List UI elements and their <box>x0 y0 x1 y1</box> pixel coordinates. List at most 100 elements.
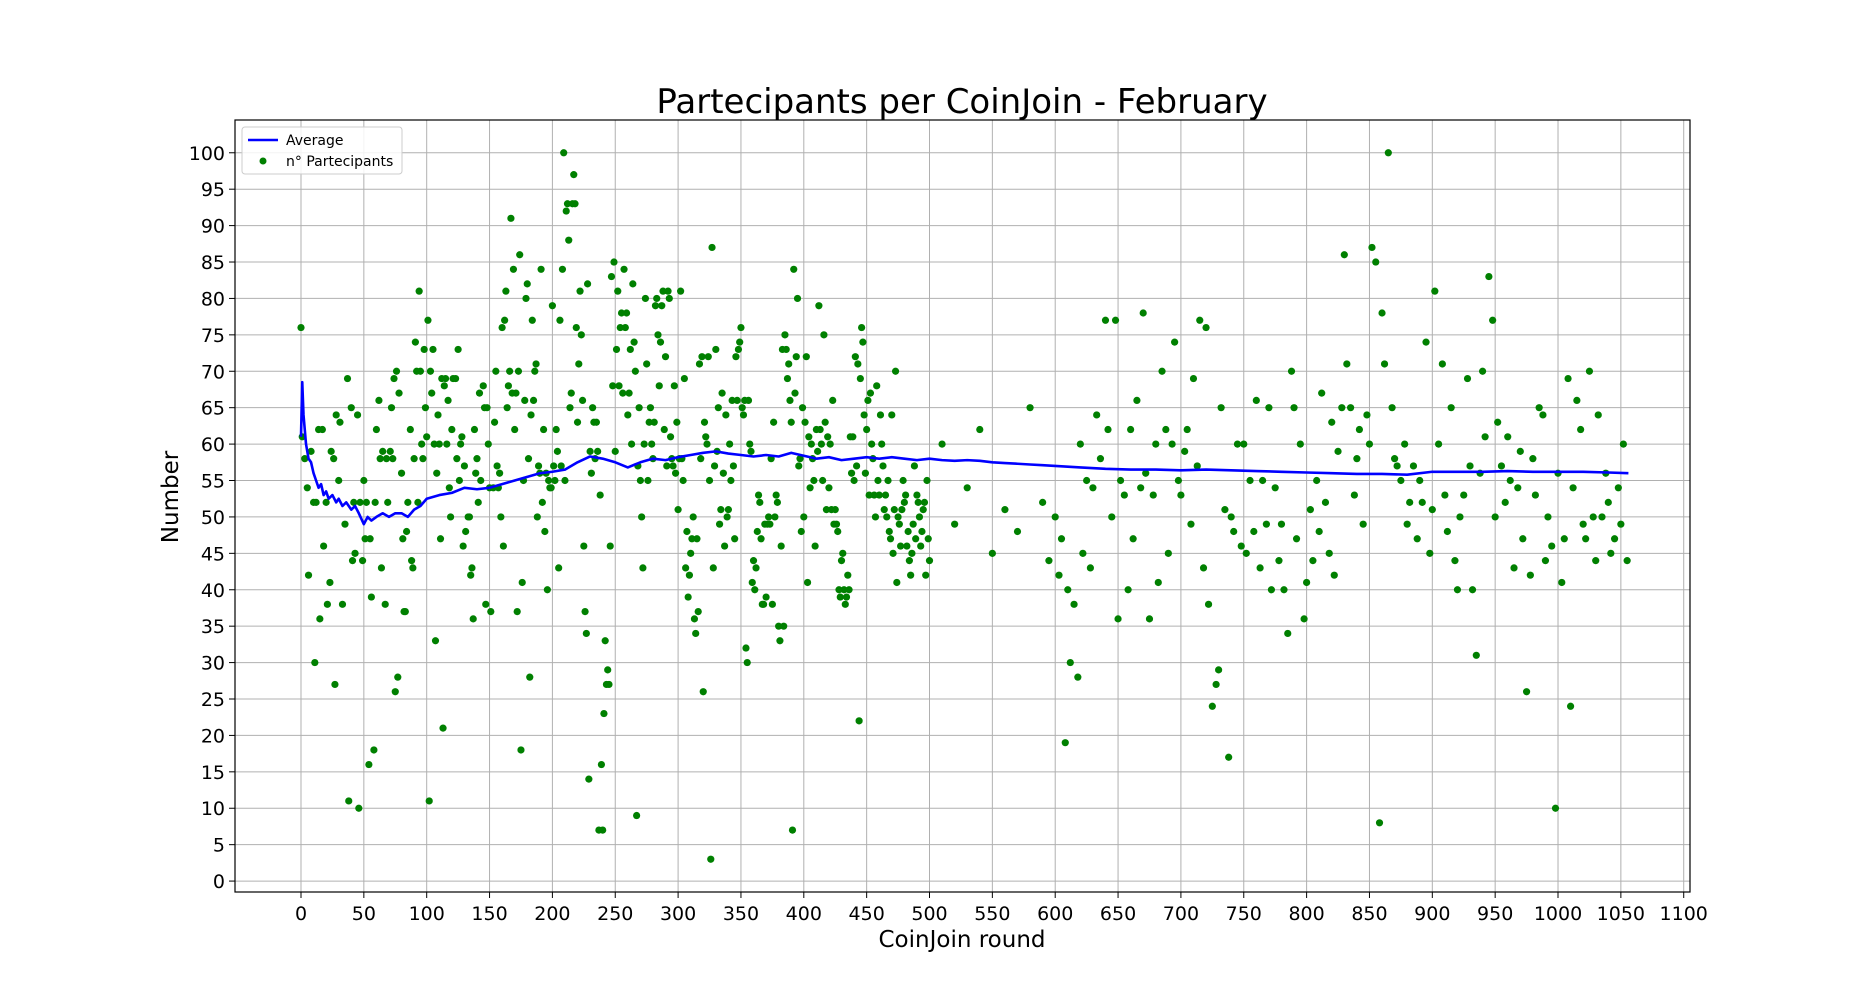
participant-point <box>762 593 770 601</box>
participant-point <box>704 353 712 361</box>
participant-point <box>332 411 340 419</box>
participant-point <box>1292 535 1301 543</box>
participant-point <box>415 287 423 295</box>
participant-point <box>1460 491 1468 499</box>
participant-point <box>626 345 634 354</box>
participant-point <box>714 404 722 412</box>
participant-point <box>582 629 590 638</box>
participant-point <box>694 608 702 616</box>
participant-point <box>1277 520 1286 528</box>
participant-point <box>1076 440 1084 448</box>
participant-point <box>810 476 818 485</box>
participant-point <box>473 455 481 463</box>
participant-point <box>611 447 619 455</box>
participant-point <box>1416 476 1424 485</box>
participant-point <box>1154 578 1162 587</box>
participant-point <box>528 316 536 324</box>
x-tick-label: 50 <box>352 903 376 925</box>
participant-point <box>506 367 514 375</box>
participant-point <box>863 425 871 434</box>
participant-point <box>1569 484 1577 492</box>
participant-point <box>791 389 799 397</box>
participant-point <box>533 513 541 521</box>
participant-point <box>852 462 861 470</box>
x-tick-label: 100 <box>409 903 445 925</box>
participant-point <box>565 236 573 244</box>
participant-point <box>498 323 506 332</box>
participant-point <box>580 542 588 550</box>
participant-point <box>748 578 756 587</box>
participant-point <box>470 425 479 434</box>
participant-point <box>499 542 507 550</box>
participant-point <box>1418 498 1426 506</box>
participant-point <box>685 571 694 579</box>
participant-point <box>641 294 650 303</box>
participant-point <box>1447 404 1455 412</box>
participant-point <box>1045 557 1053 565</box>
participant-point <box>571 200 579 208</box>
participant-point <box>820 331 828 339</box>
legend-participants-swatch <box>259 157 267 165</box>
participant-point <box>452 374 460 383</box>
legend-box <box>241 126 403 175</box>
participant-point <box>372 425 381 434</box>
participant-point <box>1531 491 1539 499</box>
participant-point <box>556 316 564 324</box>
legend-average-label: Average <box>286 133 344 149</box>
participant-point <box>844 571 852 579</box>
participant-point <box>903 542 911 550</box>
participant-point <box>567 389 575 397</box>
participant-point <box>356 498 364 506</box>
participant-point <box>817 440 825 448</box>
participant-point <box>355 804 363 812</box>
participant-point <box>578 396 587 404</box>
participant-point <box>1149 491 1157 499</box>
participant-point <box>712 345 720 354</box>
participant-point <box>801 418 809 426</box>
participant-point <box>614 287 622 295</box>
participant-point <box>375 396 383 404</box>
participant-point <box>700 418 709 426</box>
participant-point <box>1164 549 1172 557</box>
participant-point <box>504 382 513 390</box>
participant-point <box>723 513 731 521</box>
participant-point <box>326 578 334 587</box>
participant-point <box>1187 520 1195 528</box>
participant-point <box>881 491 890 499</box>
x-tick-label: 750 <box>1226 903 1262 925</box>
participant-point <box>780 622 788 630</box>
participant-point <box>772 491 780 499</box>
participant-point <box>924 535 932 543</box>
participant-point <box>1485 272 1493 281</box>
participant-point <box>1303 578 1311 587</box>
participant-point <box>1328 418 1336 426</box>
participant-point <box>550 462 558 470</box>
participant-point <box>1347 404 1355 412</box>
participant-point <box>502 287 510 295</box>
participant-point <box>477 476 485 485</box>
x-tick-label: 200 <box>534 903 570 925</box>
participant-point <box>893 578 901 587</box>
participant-point <box>664 287 672 295</box>
participant-point <box>526 673 534 681</box>
participant-point <box>1318 389 1326 397</box>
participant-point <box>386 447 394 455</box>
plot-frame <box>234 119 1691 893</box>
participant-point <box>320 542 328 550</box>
participant-point <box>382 455 391 463</box>
participant-point <box>336 418 344 426</box>
participant-point <box>545 476 553 485</box>
participant-point <box>517 746 525 754</box>
participant-point <box>503 404 511 412</box>
participant-point <box>1510 564 1518 572</box>
participant-point <box>303 484 311 492</box>
x-tick-label: 550 <box>974 903 1010 925</box>
participant-point <box>558 265 567 273</box>
participant-point <box>1438 360 1446 368</box>
participant-point <box>883 513 891 521</box>
x-tick-label: 600 <box>1037 903 1073 925</box>
participant-point <box>600 709 608 718</box>
participant-point <box>1215 666 1223 674</box>
participant-point <box>496 469 504 477</box>
participant-point <box>594 447 602 455</box>
